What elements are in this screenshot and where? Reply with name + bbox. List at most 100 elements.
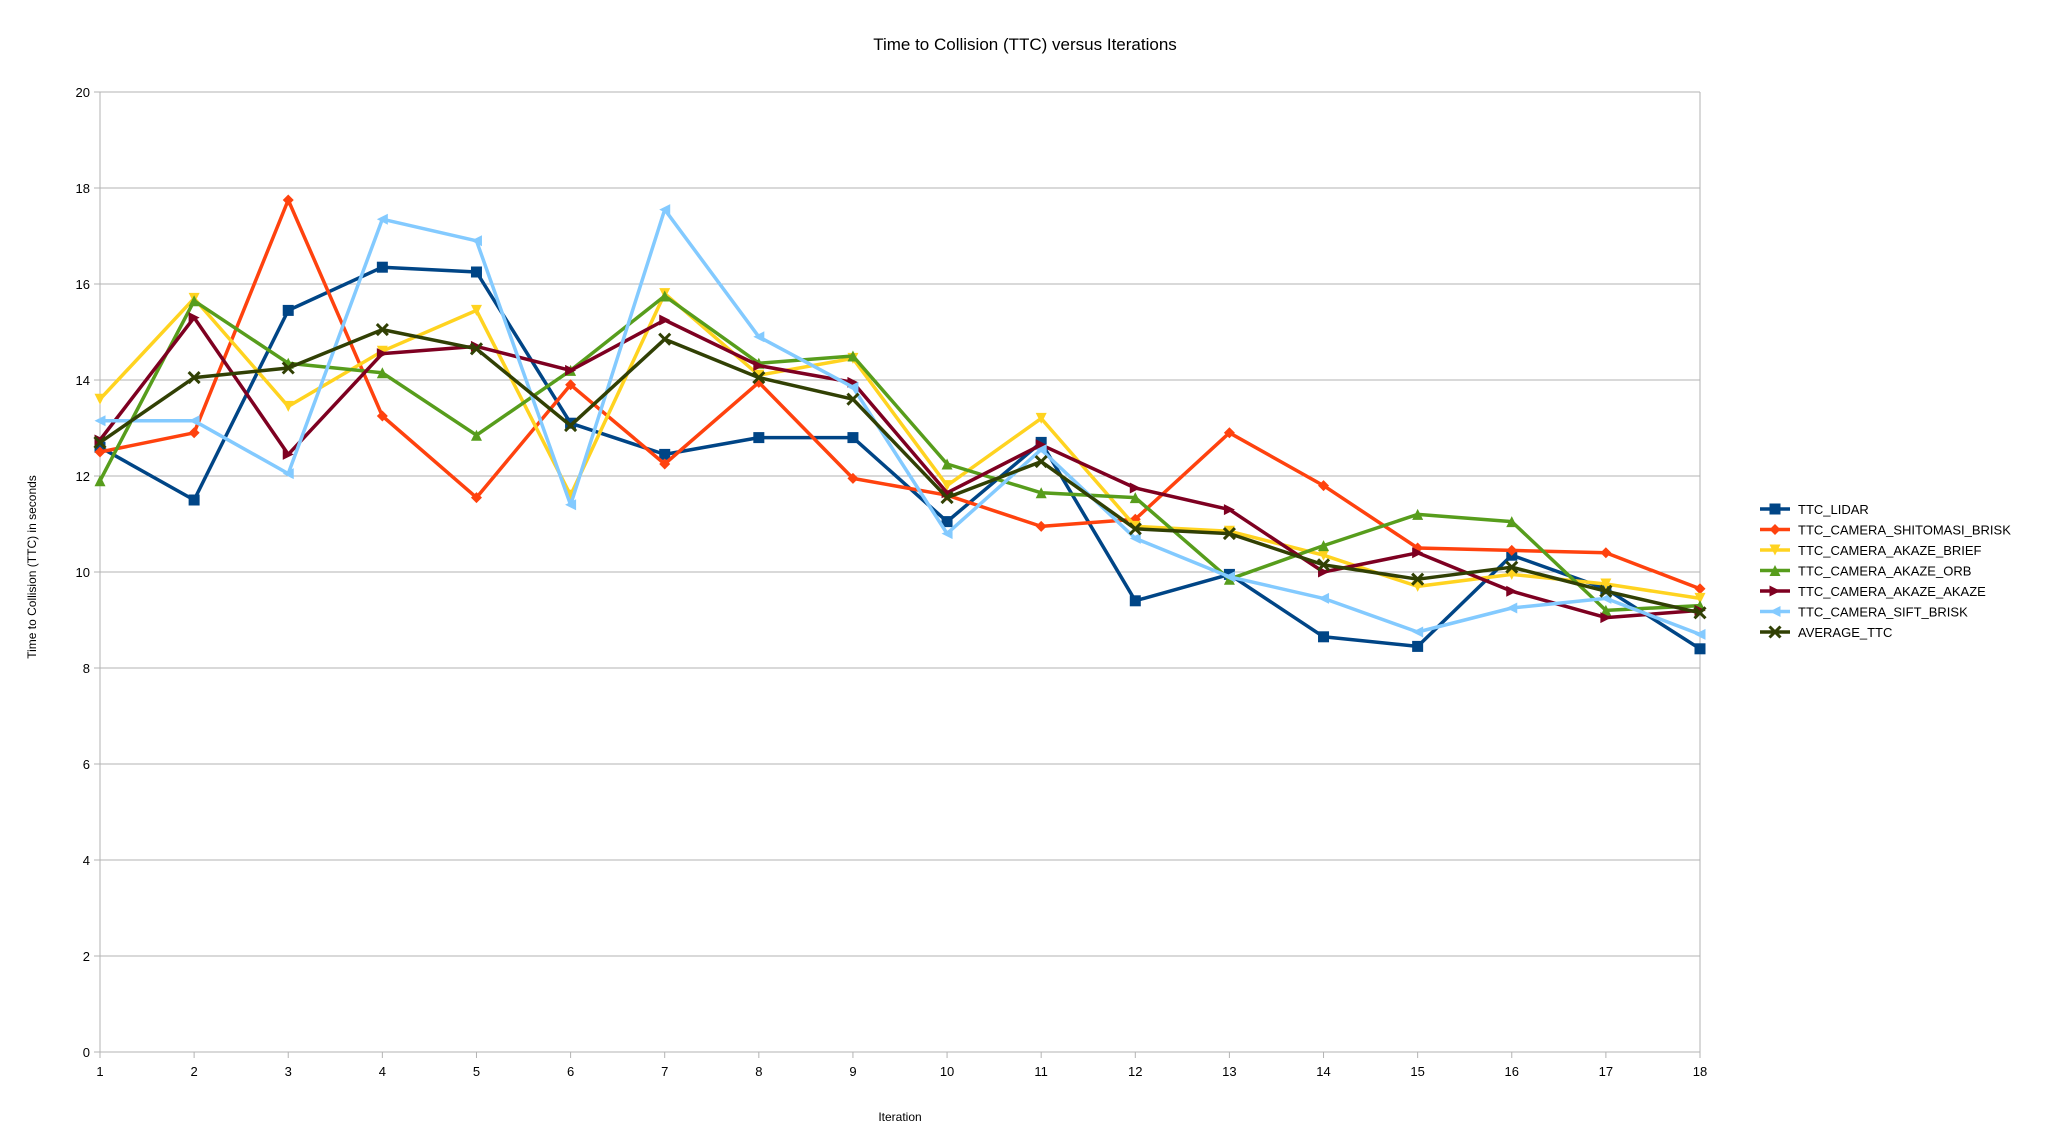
data-point (188, 494, 200, 506)
legend-item: TTC_CAMERA_SIFT_BRISK (1760, 605, 1968, 620)
data-point (1600, 547, 1612, 559)
data-point (188, 312, 200, 324)
data-point (187, 371, 201, 385)
data-point (564, 419, 578, 433)
data-point (565, 499, 577, 511)
series-ttc-camera-akaze-akaze (94, 312, 1706, 624)
series-average-ttc (93, 323, 1707, 620)
data-point (1506, 544, 1518, 556)
data-point (659, 290, 671, 302)
data-point (1035, 439, 1047, 451)
data-point (847, 432, 859, 444)
axes (99, 92, 1701, 1058)
data-point (659, 458, 671, 470)
data-point (470, 235, 482, 247)
x-axis-title: Iteration (878, 1110, 921, 1124)
data-point (753, 432, 765, 444)
series-line (99, 265, 1701, 651)
data-point (659, 314, 671, 326)
data-point (753, 369, 765, 381)
series-group (93, 194, 1707, 655)
x-tick-label: 4 (379, 1064, 386, 1079)
data-point (846, 392, 860, 406)
data-point (565, 417, 577, 429)
data-point (1318, 549, 1330, 561)
data-point (1506, 585, 1518, 597)
y-tick-label: 12 (76, 469, 90, 484)
data-point (1222, 527, 1236, 541)
data-point (1600, 612, 1612, 624)
data-point (941, 458, 953, 470)
data-point (658, 332, 672, 346)
legend-label: TTC_CAMERA_AKAZE_AKAZE (1798, 584, 1986, 599)
data-point (1694, 583, 1706, 595)
legend-label: TTC_CAMERA_AKAZE_ORB (1798, 564, 1971, 579)
y-tick-label: 2 (83, 949, 90, 964)
legend-marker (1769, 503, 1781, 515)
data-point (376, 261, 388, 273)
data-point (1223, 525, 1235, 537)
legend-item: TTC_CAMERA_AKAZE_ORB (1760, 564, 1971, 579)
data-point (281, 361, 295, 375)
legend-item: TTC_CAMERA_AKAZE_BRIEF (1760, 543, 1982, 558)
data-point (375, 323, 389, 337)
data-point (1223, 504, 1235, 516)
x-tick-label: 11 (1034, 1064, 1048, 1079)
x-tick-label: 14 (1316, 1064, 1330, 1079)
series-line (100, 207, 1701, 637)
data-point (1129, 482, 1141, 494)
data-point (376, 213, 388, 225)
data-point (1506, 516, 1518, 528)
data-point (941, 480, 953, 492)
data-point (1035, 444, 1047, 456)
legend-marker (1769, 606, 1781, 617)
data-point (1034, 455, 1048, 469)
x-tick-label: 1 (96, 1064, 103, 1079)
data-point (1035, 520, 1047, 532)
x-tick-label: 7 (661, 1064, 668, 1079)
series-line (98, 315, 1701, 620)
x-tick-label: 16 (1505, 1064, 1519, 1079)
x-tick-label: 5 (473, 1064, 480, 1079)
legend-label: TTC_LIDAR (1798, 502, 1869, 517)
data-point (282, 304, 294, 316)
legend: TTC_LIDAR TTC_CAMERA_SHITOMASI_BRISK TTC_C… (1760, 502, 2011, 640)
data-point (469, 342, 484, 356)
data-point (470, 429, 482, 441)
data-point (1693, 606, 1707, 620)
x-tick-label: 3 (285, 1064, 292, 1079)
y-tick-label: 14 (76, 373, 90, 388)
data-point (1600, 604, 1612, 616)
y-tick-label: 16 (76, 277, 90, 292)
data-point (1412, 640, 1424, 652)
data-point (753, 360, 765, 372)
y-tick-label: 18 (76, 181, 90, 196)
series-ttc-camera-sift-brisk (94, 204, 1706, 640)
data-point (1129, 520, 1141, 532)
data-point (941, 528, 953, 540)
legend-label: TTC_CAMERA_SIFT_BRISK (1798, 605, 1968, 620)
data-point (1318, 480, 1330, 492)
data-point (1412, 626, 1424, 638)
data-point (1318, 540, 1330, 552)
x-tick-label: 18 (1693, 1064, 1707, 1079)
data-point (188, 415, 200, 427)
data-point (659, 448, 671, 460)
series-ttc-camera-shitomasi-brisk (94, 194, 1706, 595)
legend-marker (1768, 625, 1782, 639)
data-point (282, 400, 294, 412)
data-point (282, 468, 294, 480)
data-point (94, 475, 106, 487)
data-point (1694, 628, 1706, 640)
data-point (376, 367, 388, 379)
series-line (98, 291, 1701, 601)
x-tick-label: 12 (1128, 1064, 1142, 1079)
y-tick-labels: 0 2 4 6 8 10 12 14 16 18 20 (76, 85, 90, 1060)
x-tick-label: 10 (940, 1064, 954, 1079)
data-point (1129, 492, 1141, 504)
data-point (282, 194, 294, 206)
data-point (1694, 592, 1706, 604)
x-tick-label: 2 (191, 1064, 198, 1079)
data-point (1600, 578, 1612, 590)
y-tick-label: 0 (83, 1045, 90, 1060)
